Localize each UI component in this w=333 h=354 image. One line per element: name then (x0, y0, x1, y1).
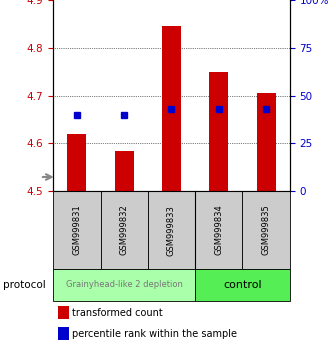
Text: protocol: protocol (3, 280, 46, 290)
Bar (68, 134, 86, 191)
Text: GSM999834: GSM999834 (214, 205, 223, 256)
Bar (148, 191, 195, 269)
Text: GSM999832: GSM999832 (120, 205, 129, 256)
Text: GSM999831: GSM999831 (72, 205, 82, 256)
Bar (115, 150, 134, 191)
Bar (209, 72, 228, 191)
Text: percentile rank within the sample: percentile rank within the sample (72, 329, 237, 338)
Bar (58, 307, 69, 319)
Bar (53, 191, 101, 269)
Text: GSM999833: GSM999833 (167, 205, 176, 256)
Bar (257, 93, 275, 191)
Text: GSM999835: GSM999835 (261, 205, 271, 256)
Bar (242, 191, 290, 269)
Bar (195, 191, 242, 269)
Bar (162, 26, 181, 191)
Bar (58, 327, 69, 340)
Text: transformed count: transformed count (72, 308, 163, 318)
Text: control: control (223, 280, 262, 290)
Text: Grainyhead-like 2 depletion: Grainyhead-like 2 depletion (66, 280, 182, 290)
Bar (101, 191, 148, 269)
